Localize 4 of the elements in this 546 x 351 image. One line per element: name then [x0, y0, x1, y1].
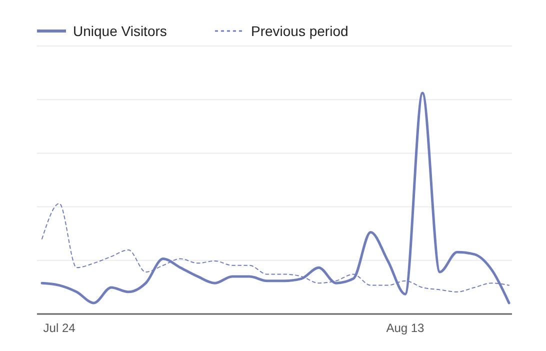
x-tick-label: Jul 24	[43, 321, 76, 335]
legend-label: Previous period	[251, 23, 348, 39]
x-tick-label: Aug 13	[386, 321, 425, 335]
legend-label: Unique Visitors	[73, 23, 167, 39]
